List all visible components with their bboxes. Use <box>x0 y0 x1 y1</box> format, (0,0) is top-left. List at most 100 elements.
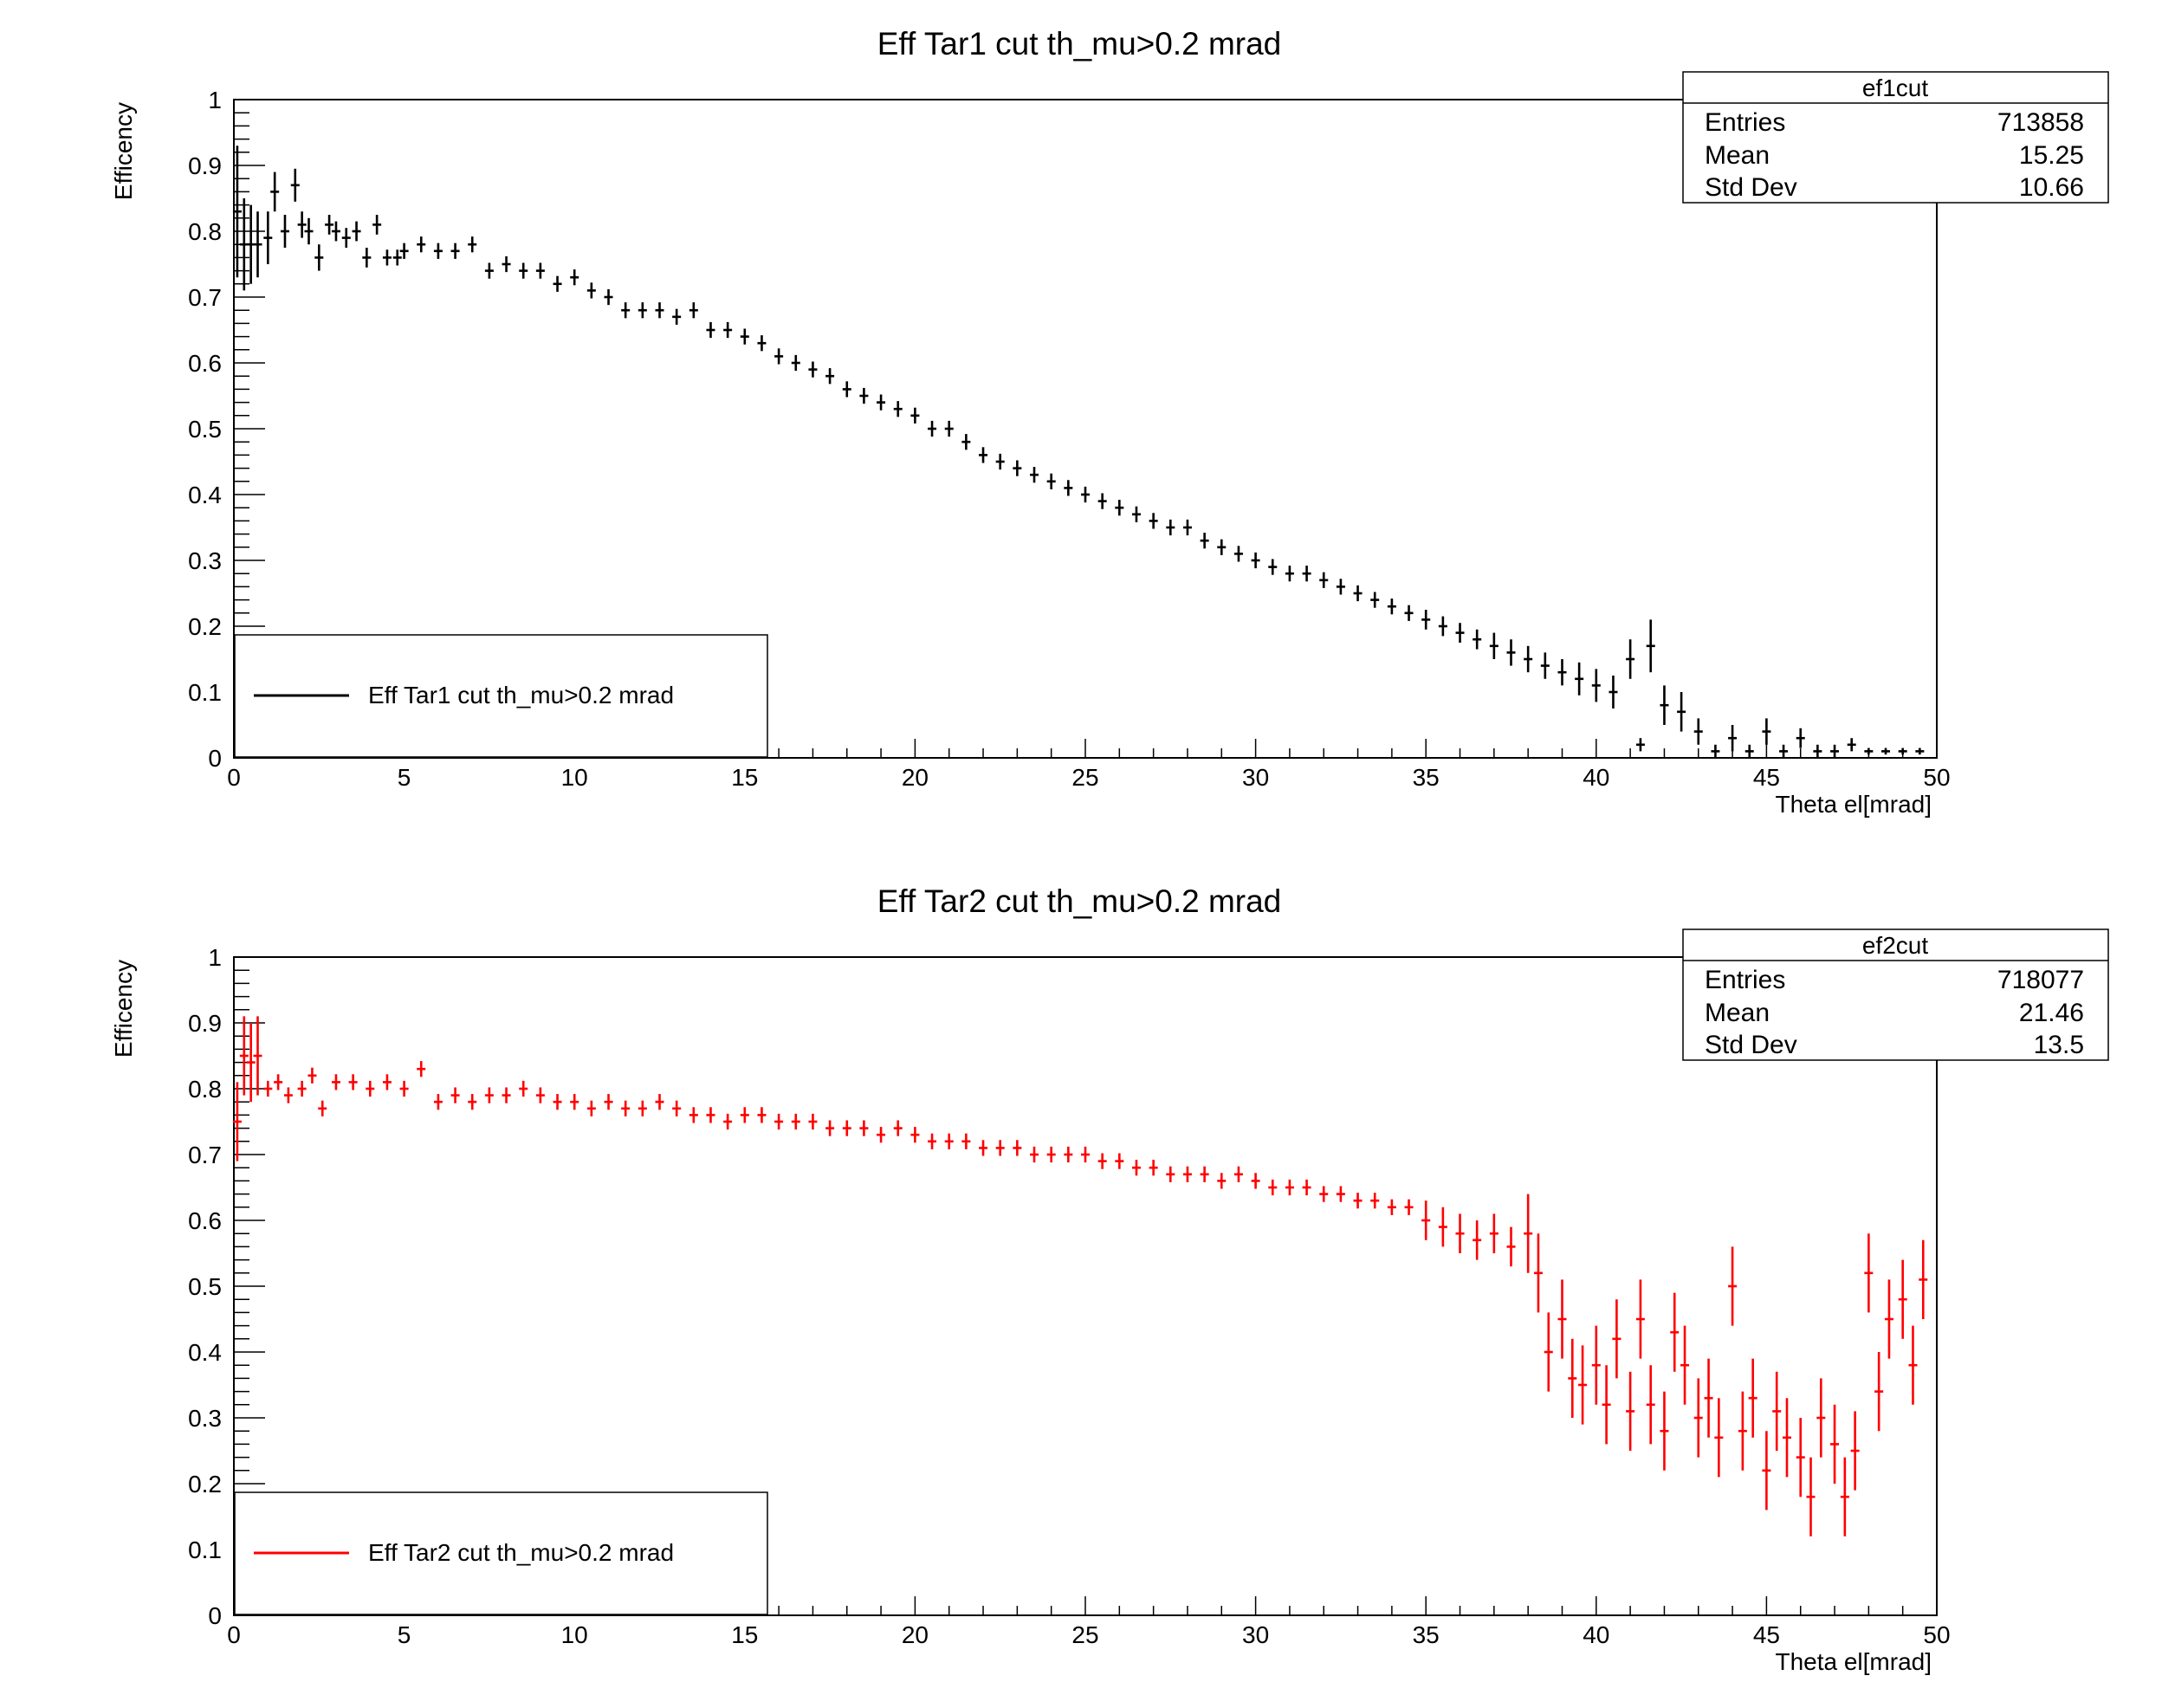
data-point <box>253 1016 262 1096</box>
data-point <box>1575 662 1584 695</box>
y-tick-label: 0 <box>208 745 222 772</box>
y-tick-label: 0.1 <box>188 679 222 706</box>
data-point <box>1830 744 1840 758</box>
data-point <box>1680 1325 1690 1405</box>
data-point <box>1506 639 1516 666</box>
data-point <box>825 1120 835 1136</box>
data-point <box>586 1100 596 1116</box>
data-point <box>740 1107 749 1123</box>
data-point <box>1319 1186 1329 1202</box>
x-tick-label: 45 <box>1753 1621 1780 1648</box>
data-point <box>1762 718 1771 745</box>
data-point <box>1473 629 1482 650</box>
chart-panel-tar2: Eff Tar2 cut th_mu>0.2 mrad 0 0.1 0.2 0.3 0.… <box>110 883 2109 1675</box>
data-point <box>314 244 324 271</box>
data-point <box>910 1127 920 1143</box>
data-point <box>1544 1312 1553 1392</box>
stats-name: ef1cut <box>1862 74 1928 101</box>
data-point <box>723 321 733 339</box>
y-tick-label: 0.5 <box>188 416 222 443</box>
data-point <box>961 1133 971 1149</box>
data-point <box>372 215 382 235</box>
data-point <box>297 211 307 238</box>
data-point <box>638 1100 647 1116</box>
y-tick-label: 0.2 <box>188 613 222 640</box>
data-point <box>808 1113 818 1130</box>
stats-label-mean: Mean <box>1705 999 1770 1027</box>
data-point <box>1908 1325 1918 1405</box>
data-point <box>1233 1166 1243 1182</box>
y-tick-label: 0.7 <box>188 284 222 311</box>
data-point <box>961 434 971 450</box>
data-point <box>1677 692 1686 732</box>
data-point <box>1796 728 1805 748</box>
stats-box: ef2cut Entries 718077 Mean 21.46 Std Dev… <box>1682 928 2109 1061</box>
data-point <box>1506 1226 1516 1267</box>
data-point <box>1646 1365 1655 1445</box>
data-point <box>757 1107 767 1123</box>
data-point <box>417 236 426 253</box>
data-point <box>1612 1299 1622 1379</box>
data-point <box>1806 1457 1816 1537</box>
data-point <box>1302 1179 1311 1196</box>
data-point <box>290 168 300 202</box>
x-tick-label: 25 <box>1071 764 1098 791</box>
data-point <box>604 288 613 306</box>
data-point <box>1704 1358 1713 1438</box>
data-point <box>232 1082 242 1161</box>
data-point <box>362 248 372 268</box>
data-point <box>417 1061 426 1077</box>
x-tick-label: 40 <box>1583 764 1609 791</box>
data-point <box>893 401 903 417</box>
data-point <box>1533 1233 1543 1313</box>
data-point <box>502 1087 511 1103</box>
data-point <box>399 243 409 259</box>
data-point <box>283 1087 293 1103</box>
data-point <box>621 1100 631 1116</box>
x-tick-label: 35 <box>1413 1621 1440 1648</box>
data-point <box>1524 645 1533 673</box>
data-point <box>877 394 886 411</box>
data-point <box>304 217 314 245</box>
stats-label-entries: Entries <box>1705 966 1785 994</box>
x-tick-label: 35 <box>1413 764 1440 791</box>
legend-label: Eff Tar2 cut th_mu>0.2 mrad <box>368 1539 674 1566</box>
y-tick-label: 0.3 <box>188 547 222 574</box>
data-point <box>1915 747 1925 755</box>
data-point <box>1782 1398 1791 1478</box>
data-point <box>1064 480 1073 496</box>
y-axis-ticks: 0 0.1 0.2 0.3 0.4 0.5 0.6 0.7 0.8 0.9 1 <box>188 87 265 772</box>
stats-value-entries: 713858 <box>1997 108 2084 137</box>
data-point <box>928 1133 937 1149</box>
data-point <box>392 249 402 266</box>
data-point <box>621 302 631 319</box>
data-point <box>1081 486 1090 503</box>
data-point <box>484 262 494 279</box>
data-point <box>1353 1193 1363 1209</box>
data-point <box>859 1120 869 1136</box>
data-point <box>382 249 392 266</box>
data-point <box>253 211 262 278</box>
data-point <box>1217 539 1227 555</box>
data-point <box>1728 725 1738 752</box>
data-point <box>1660 685 1669 725</box>
data-point <box>1830 1404 1840 1484</box>
data-point <box>450 1087 460 1103</box>
data-point <box>1370 1193 1380 1209</box>
data-point <box>1779 744 1789 758</box>
data-point <box>1670 1292 1680 1372</box>
data-point <box>1874 1352 1884 1432</box>
data-point <box>1182 1166 1192 1182</box>
data-point <box>1489 632 1499 659</box>
data-point <box>979 1140 988 1156</box>
data-point <box>1046 473 1056 489</box>
stats-value-mean: 15.25 <box>2019 141 2084 170</box>
stats-label-mean: Mean <box>1705 141 1770 170</box>
y-axis-label: Efficency <box>110 960 137 1058</box>
data-point <box>1251 552 1260 569</box>
x-tick-label: 45 <box>1753 764 1780 791</box>
data-point <box>1421 1200 1431 1240</box>
chart-title: Eff Tar2 cut th_mu>0.2 mrad <box>877 883 1282 919</box>
data-point <box>331 1074 340 1090</box>
data-point <box>1557 659 1567 686</box>
